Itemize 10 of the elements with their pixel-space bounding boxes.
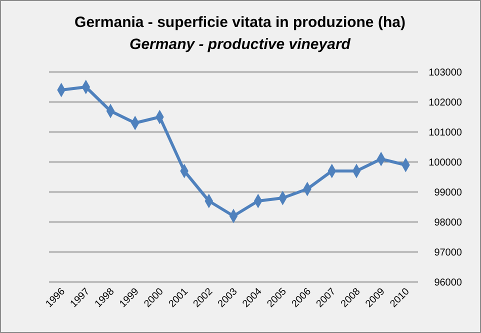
y-tick-label: 97000 <box>434 248 462 258</box>
y-tick-label: 101000 <box>428 128 462 138</box>
y-tick-label: 100000 <box>428 158 462 168</box>
y-tick-label: 103000 <box>428 68 462 78</box>
chart-subtitle: Germany - productive vineyard <box>130 36 352 53</box>
y-tick-label: 98000 <box>434 218 462 228</box>
y-tick-label: 96000 <box>434 278 462 288</box>
y-tick-label: 102000 <box>428 98 462 108</box>
chart-title: Germania - superficie vitata in produzione (ha) <box>74 14 406 31</box>
y-tick-label: 99000 <box>434 188 462 198</box>
